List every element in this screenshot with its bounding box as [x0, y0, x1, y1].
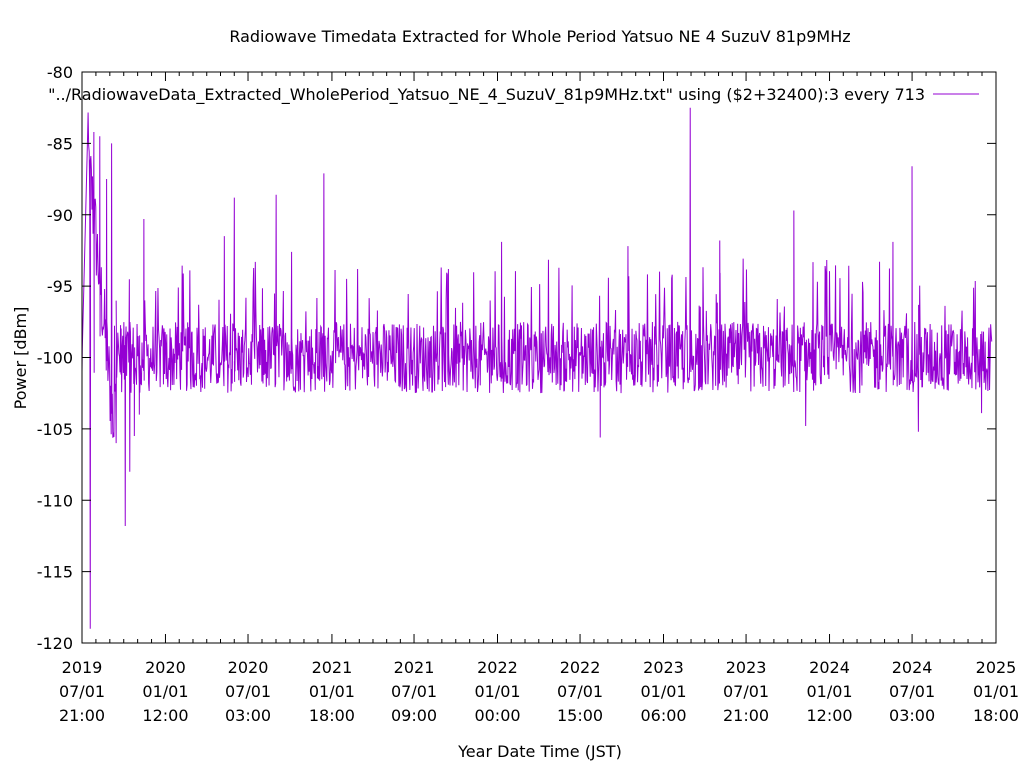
x-tick-label-l2: 07/01 — [225, 682, 271, 701]
x-tick-label-l1: 2020 — [228, 658, 269, 677]
chart-title: Radiowave Timedata Extracted for Whole P… — [229, 27, 850, 46]
x-tick-label-l1: 2019 — [62, 658, 103, 677]
x-tick-label-l3: 06:00 — [640, 706, 686, 725]
x-tick-label-l3: 09:00 — [391, 706, 437, 725]
legend-label: "../RadiowaveData_Extracted_WholePeriod_… — [48, 85, 925, 105]
y-axis: -80 -85 -90 -95 -100 -105 -110 -115 -120 — [37, 63, 996, 653]
y-tick-label: -110 — [37, 491, 73, 510]
x-tick-label-l1: 2022 — [477, 658, 518, 677]
x-tick-label-l2: 07/01 — [889, 682, 935, 701]
x-tick-label-l1: 2021 — [312, 658, 353, 677]
x-tick-label-l1: 2023 — [726, 658, 767, 677]
x-tick-label-l1: 2024 — [809, 658, 850, 677]
x-axis: 2019 07/01 21:00 2020 01/01 12:00 2020 07/01 03:… — [59, 72, 1019, 725]
x-tick-label-l3: 12:00 — [806, 706, 852, 725]
x-tick-label-l3: 18:00 — [973, 706, 1019, 725]
x-tick-label-l3: 12:00 — [142, 706, 188, 725]
y-tick-label: -90 — [47, 206, 73, 225]
y-tick-label: -95 — [47, 277, 73, 296]
x-tick-label-l2: 01/01 — [309, 682, 355, 701]
x-tick-label-l3: 03:00 — [225, 706, 271, 725]
x-tick-label-l3: 21:00 — [59, 706, 105, 725]
legend: "../RadiowaveData_Extracted_WholePeriod_… — [48, 85, 979, 105]
x-tick-label-l2: 07/01 — [391, 682, 437, 701]
x-tick-label-l2: 07/01 — [723, 682, 769, 701]
series-line — [81, 107, 993, 629]
x-tick-label-l1: 2022 — [560, 658, 601, 677]
x-tick-label-l3: 18:00 — [309, 706, 355, 725]
x-tick-label-l1: 2025 — [976, 658, 1017, 677]
x-tick-label-l2: 01/01 — [806, 682, 852, 701]
y-tick-label: -105 — [37, 420, 73, 439]
x-tick-label-l3: 21:00 — [723, 706, 769, 725]
x-tick-label-l2: 01/01 — [142, 682, 188, 701]
x-axis-label: Year Date Time (JST) — [457, 742, 622, 761]
x-tick-label-l3: 15:00 — [557, 706, 603, 725]
x-tick-label-l1: 2024 — [892, 658, 933, 677]
plot-area — [81, 107, 993, 629]
x-tick-label-l1: 2020 — [145, 658, 186, 677]
y-tick-label: -120 — [37, 634, 73, 653]
x-tick-label-l3: 00:00 — [474, 706, 520, 725]
x-tick-label-l1: 2021 — [394, 658, 435, 677]
x-tick-label-l3: 03:00 — [889, 706, 935, 725]
y-tick-label: -100 — [37, 349, 73, 368]
x-tick-label-l2: 07/01 — [557, 682, 603, 701]
x-tick-label-l2: 01/01 — [474, 682, 520, 701]
x-tick-label-l1: 2023 — [643, 658, 684, 677]
x-tick-label-l2: 01/01 — [973, 682, 1019, 701]
x-tick-label-l2: 01/01 — [640, 682, 686, 701]
y-tick-label: -85 — [47, 134, 73, 153]
y-tick-label: -80 — [47, 63, 73, 82]
x-tick-label-l2: 07/01 — [59, 682, 105, 701]
y-tick-label: -115 — [37, 563, 73, 582]
y-axis-label: Power [dBm] — [11, 307, 30, 410]
